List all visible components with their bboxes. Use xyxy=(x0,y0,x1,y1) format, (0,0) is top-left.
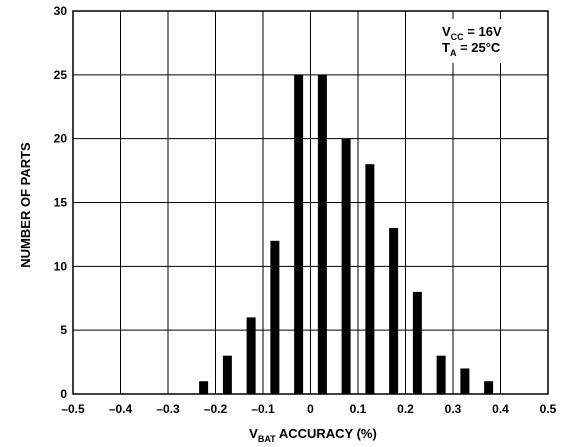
x-tick-label: –0.4 xyxy=(109,402,133,416)
annotation-ta: TA = 25°C xyxy=(442,40,501,58)
bars xyxy=(199,74,494,394)
annotation-vcc: VCC = 16V xyxy=(442,24,502,42)
bar xyxy=(222,355,232,394)
plot-frame xyxy=(72,10,549,395)
y-axis-label: NUMBER OF PARTS xyxy=(18,142,33,268)
bar xyxy=(317,74,327,394)
y-tick-label: 15 xyxy=(54,196,68,210)
y-tick-label: 10 xyxy=(54,259,68,273)
bar xyxy=(484,381,494,394)
x-tick-label: 0.3 xyxy=(445,402,462,416)
bar xyxy=(365,164,375,394)
bar xyxy=(412,291,422,394)
x-tick-label: –0.5 xyxy=(61,402,85,416)
grid xyxy=(72,10,549,395)
x-tick-label: 0.5 xyxy=(540,402,557,416)
y-tick-labels: 0 5 10 15 20 25 30 xyxy=(54,4,68,401)
bar xyxy=(270,240,280,394)
y-tick-label: 20 xyxy=(54,132,68,146)
y-tick-label: 30 xyxy=(54,4,68,18)
x-tick-label: 0 xyxy=(307,402,314,416)
x-tick-label: 0.4 xyxy=(492,402,509,416)
x-axis-label-subscript: BAT xyxy=(258,434,276,444)
bar xyxy=(294,74,304,394)
bar xyxy=(436,355,446,394)
bar xyxy=(246,317,256,394)
bar xyxy=(389,228,399,394)
y-tick-label: 5 xyxy=(60,323,67,337)
x-tick-label: 0.1 xyxy=(350,402,367,416)
x-axis-label-base: V xyxy=(249,426,258,441)
x-axis-label: VBAT ACCURACY (%) xyxy=(249,426,377,444)
bar xyxy=(199,381,209,394)
x-axis-label-rest: ACCURACY (%) xyxy=(276,426,377,441)
x-tick-label: –0.1 xyxy=(251,402,275,416)
bar xyxy=(460,368,470,394)
x-tick-label: –0.2 xyxy=(204,402,228,416)
y-tick-label: 0 xyxy=(60,387,67,401)
x-tick-label: 0.2 xyxy=(397,402,414,416)
x-tick-label: –0.3 xyxy=(156,402,180,416)
bar xyxy=(341,138,351,394)
conditions-annotation: VCC = 16V TA = 25°C xyxy=(428,19,528,63)
x-tick-labels: –0.5 –0.4 –0.3 –0.2 –0.1 0 0.1 0.2 0.3 0.4 0.5 xyxy=(61,402,556,416)
y-tick-label: 25 xyxy=(54,68,68,82)
